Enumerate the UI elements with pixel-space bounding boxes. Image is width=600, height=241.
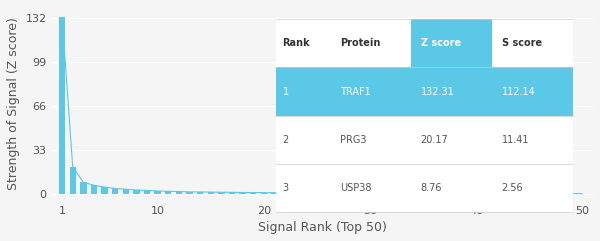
Bar <box>463 193 469 194</box>
Bar <box>112 188 118 194</box>
Bar <box>377 193 384 194</box>
Text: Z score: Z score <box>421 38 461 48</box>
Bar <box>303 193 310 194</box>
Text: Rank: Rank <box>283 38 310 48</box>
Text: 1: 1 <box>283 87 289 97</box>
Text: 2: 2 <box>283 135 289 145</box>
Bar <box>154 191 161 194</box>
Bar <box>452 193 458 194</box>
Bar <box>276 19 330 67</box>
Text: USP38: USP38 <box>340 183 371 193</box>
Text: 11.41: 11.41 <box>502 135 529 145</box>
Bar <box>411 67 492 116</box>
Y-axis label: Strength of Signal (Z score): Strength of Signal (Z score) <box>7 17 20 190</box>
Bar <box>411 164 492 212</box>
Bar <box>492 19 573 67</box>
Bar <box>330 19 411 67</box>
Bar <box>208 192 214 194</box>
Bar <box>388 193 394 194</box>
Bar <box>187 192 193 194</box>
Bar <box>325 193 331 194</box>
Bar <box>260 193 267 194</box>
Bar <box>399 193 405 194</box>
Bar <box>144 190 150 194</box>
Bar <box>330 116 411 164</box>
Bar <box>441 193 448 194</box>
Bar <box>330 67 411 116</box>
Text: PRG3: PRG3 <box>340 135 366 145</box>
Bar <box>59 17 65 194</box>
Bar <box>346 193 352 194</box>
Bar <box>411 19 492 67</box>
Text: 132.31: 132.31 <box>421 87 454 97</box>
Bar <box>239 193 246 194</box>
Bar <box>335 193 341 194</box>
Bar <box>91 185 97 194</box>
Bar <box>276 164 330 212</box>
Text: 112.14: 112.14 <box>502 87 535 97</box>
Bar <box>293 193 299 194</box>
Bar <box>411 116 492 164</box>
Bar <box>276 116 330 164</box>
Bar <box>80 182 86 194</box>
Bar <box>282 193 288 194</box>
X-axis label: Signal Rank (Top 50): Signal Rank (Top 50) <box>258 221 387 234</box>
Bar <box>122 189 129 194</box>
Text: 3: 3 <box>283 183 289 193</box>
Text: 20.17: 20.17 <box>421 135 448 145</box>
Bar <box>133 190 140 194</box>
Bar <box>197 192 203 194</box>
Text: Protein: Protein <box>340 38 380 48</box>
Bar <box>176 192 182 194</box>
Bar <box>473 193 479 194</box>
Text: 2.56: 2.56 <box>502 183 523 193</box>
Bar <box>492 67 573 116</box>
Bar <box>218 192 224 194</box>
Text: S score: S score <box>502 38 542 48</box>
Bar <box>101 187 108 194</box>
Bar <box>229 192 235 194</box>
Bar <box>276 67 330 116</box>
Bar <box>314 193 320 194</box>
Bar <box>431 193 437 194</box>
Bar <box>70 167 76 194</box>
Bar <box>356 193 362 194</box>
Text: 8.76: 8.76 <box>421 183 442 193</box>
Bar <box>492 116 573 164</box>
Bar <box>409 193 416 194</box>
Bar <box>271 193 278 194</box>
Bar <box>165 191 172 194</box>
Bar <box>420 193 427 194</box>
Bar <box>330 164 411 212</box>
Bar <box>492 164 573 212</box>
Text: TRAF1: TRAF1 <box>340 87 370 97</box>
Bar <box>250 193 256 194</box>
Bar <box>367 193 373 194</box>
